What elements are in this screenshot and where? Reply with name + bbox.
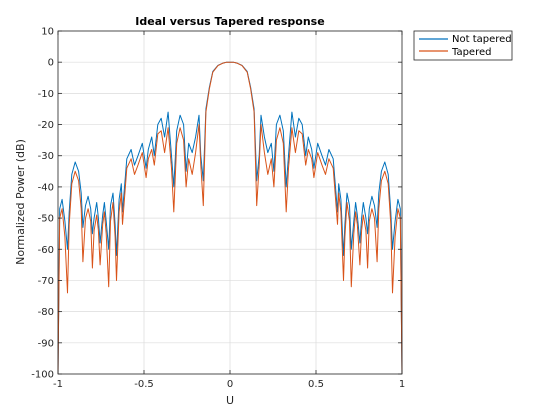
x-tick-label: -0.5: [134, 379, 154, 390]
chart-title: Ideal versus Tapered response: [135, 15, 324, 28]
y-tick-label: -80: [38, 307, 54, 318]
y-tick-label: -30: [38, 151, 54, 162]
x-tick-label: 0.5: [308, 379, 324, 390]
y-tick-label: -40: [38, 182, 54, 193]
ticks: -1 -0.5 0 0.5 1 10 0 -10 -20 -30 -40 -50 -60 -70 -80 -9…: [31, 27, 405, 391]
series-line-tapered: [57, 61, 403, 375]
y-tick-label: -100: [31, 370, 54, 381]
x-tick-label: 0: [227, 379, 233, 390]
y-tick-label: -50: [38, 214, 54, 225]
legend: Not tapered Tapered: [413, 30, 513, 61]
y-axis-label: Normalized Power (dB): [14, 139, 27, 265]
y-tick-label: -20: [38, 120, 54, 131]
x-tick-label: 1: [399, 379, 405, 390]
legend-entry-not-tapered: Not tapered: [452, 34, 512, 45]
y-tick-label: 0: [48, 58, 54, 69]
y-tick-label: -70: [38, 276, 54, 287]
y-tick-label: -90: [38, 338, 54, 349]
series-group: [57, 61, 403, 375]
x-tick-label: -1: [53, 379, 63, 390]
legend-box: [413, 30, 513, 61]
y-tick-label: -10: [38, 89, 54, 100]
y-tick-label: 10: [41, 27, 54, 38]
y-tick-label: -60: [38, 245, 54, 256]
plot-area: -1 -0.5 0 0.5 1 10 0 -10 -20 -30 -40 -50 -60 -70 -80 -9…: [31, 27, 405, 391]
x-axis-label: U: [226, 394, 234, 407]
legend-entry-tapered: Tapered: [451, 47, 491, 58]
